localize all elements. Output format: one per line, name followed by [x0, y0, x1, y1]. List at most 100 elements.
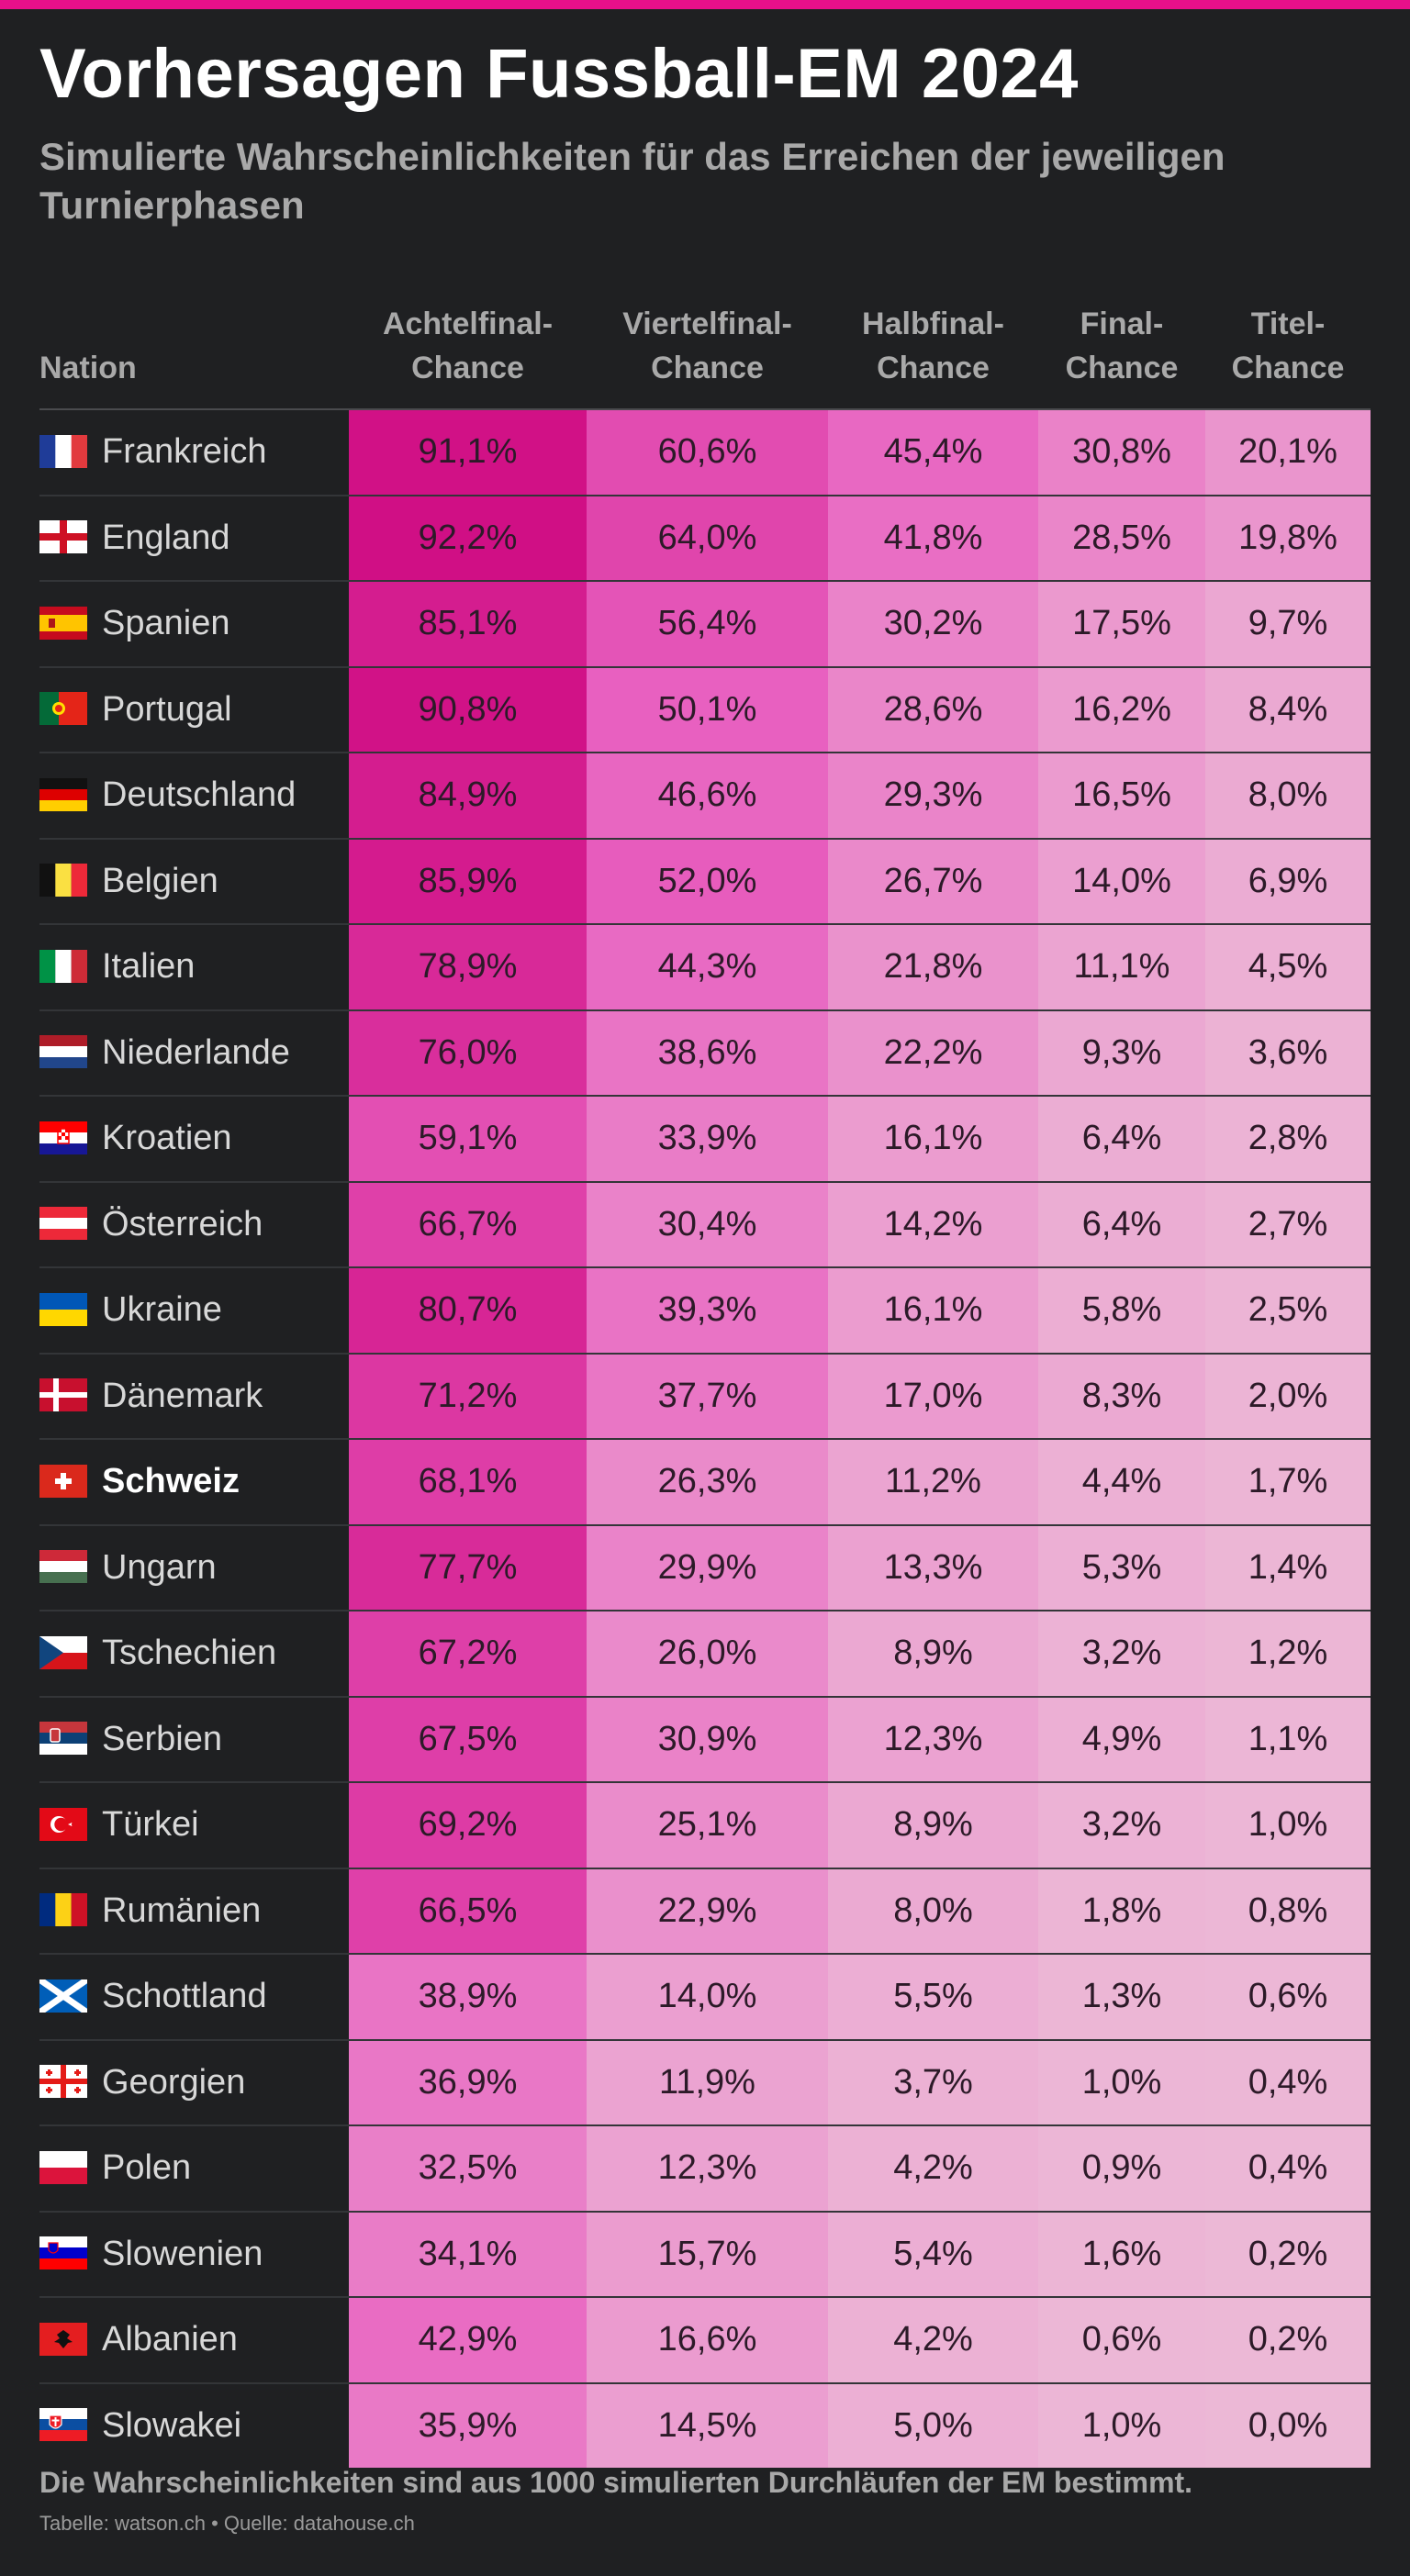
table-body: Frankreich 91,1% 60,6% 45,4% 30,8% 20,1% Engla…	[39, 409, 1371, 2468]
table-row: Ukraine 80,7% 39,3% 16,1% 5,8% 2,5%	[39, 1266, 1371, 1354]
nation-name: Österreich	[102, 1204, 263, 1243]
value-cell-qf: 16,6%	[587, 2296, 828, 2383]
nation-cell: England	[39, 494, 349, 581]
value-cell-qf: 14,5%	[587, 2381, 828, 2468]
value-cell-qf: 30,9%	[587, 1695, 828, 1782]
value-cell-qf: 26,0%	[587, 1610, 828, 1697]
value-cell-r16: 38,9%	[349, 1953, 587, 2040]
nation-cell: Schottland	[39, 1953, 349, 2040]
value-cell-sf: 8,9%	[828, 1610, 1038, 1697]
nation-name: England	[102, 518, 230, 557]
value-cell-qf: 64,0%	[587, 494, 828, 581]
value-cell-final: 3,2%	[1038, 1781, 1205, 1868]
nation-name: Niederlande	[102, 1032, 290, 1072]
table-row: Dänemark 71,2% 37,7% 17,0% 8,3% 2,0%	[39, 1352, 1371, 1439]
value-cell-sf: 21,8%	[828, 923, 1038, 1010]
value-cell-r16: 36,9%	[349, 2038, 587, 2125]
poland-flag-icon	[39, 2150, 87, 2184]
value-cell-final: 5,3%	[1038, 1523, 1205, 1611]
value-cell-final: 30,8%	[1038, 409, 1205, 496]
value-cell-final: 0,6%	[1038, 2296, 1205, 2383]
england-flag-icon	[39, 520, 87, 554]
value-cell-r16: 85,1%	[349, 580, 587, 667]
nation-name: Polen	[102, 2148, 192, 2188]
nation-name: Belgien	[102, 861, 218, 900]
value-cell-sf: 29,3%	[828, 752, 1038, 839]
nation-cell: Rumänien	[39, 1867, 349, 1954]
nation-cell: Slowenien	[39, 2210, 349, 2297]
value-cell-final: 16,5%	[1038, 752, 1205, 839]
netherlands-flag-icon	[39, 1035, 87, 1069]
value-cell-sf: 17,0%	[828, 1352, 1038, 1439]
table-row: Slowenien 34,1% 15,7% 5,4% 1,6% 0,2%	[39, 2210, 1371, 2297]
value-cell-sf: 4,2%	[828, 2124, 1038, 2212]
albania-flag-icon	[39, 2322, 87, 2356]
nation-cell: Türkei	[39, 1781, 349, 1868]
table-row: Schweiz 68,1% 26,3% 11,2% 4,4% 1,7%	[39, 1438, 1371, 1525]
value-cell-qf: 30,4%	[587, 1180, 828, 1267]
value-cell-r16: 34,1%	[349, 2210, 587, 2297]
denmark-flag-icon	[39, 1378, 87, 1412]
table-row: Italien 78,9% 44,3% 21,8% 11,1% 4,5%	[39, 923, 1371, 1010]
column-header-final: Final- Chance	[1038, 275, 1205, 410]
value-cell-final: 6,4%	[1038, 1180, 1205, 1267]
portugal-flag-icon	[39, 692, 87, 726]
nation-cell: Frankreich	[39, 409, 349, 496]
column-header-qf: Viertelfinal- Chance	[587, 275, 828, 410]
value-cell-qf: 33,9%	[587, 1095, 828, 1182]
value-cell-r16: 42,9%	[349, 2296, 587, 2383]
table-row: Polen 32,5% 12,3% 4,2% 0,9% 0,4%	[39, 2124, 1371, 2212]
value-cell-r16: 68,1%	[349, 1438, 587, 1525]
value-cell-sf: 5,5%	[828, 1953, 1038, 2040]
table-row: Spanien 85,1% 56,4% 30,2% 17,5% 9,7%	[39, 580, 1371, 667]
nation-name: Slowenien	[102, 2234, 263, 2273]
value-cell-qf: 52,0%	[587, 837, 828, 924]
table-row: Portugal 90,8% 50,1% 28,6% 16,2% 8,4%	[39, 665, 1371, 753]
table-row: Niederlande 76,0% 38,6% 22,2% 9,3% 3,6%	[39, 1009, 1371, 1096]
nation-cell: Spanien	[39, 580, 349, 667]
table-row: Serbien 67,5% 30,9% 12,3% 4,9% 1,1%	[39, 1695, 1371, 1782]
value-cell-r16: 66,7%	[349, 1180, 587, 1267]
value-cell-final: 4,9%	[1038, 1695, 1205, 1782]
value-cell-r16: 77,7%	[349, 1523, 587, 1611]
nation-name: Deutschland	[102, 775, 297, 815]
nation-cell: Deutschland	[39, 752, 349, 839]
value-cell-sf: 11,2%	[828, 1438, 1038, 1525]
slovenia-flag-icon	[39, 2236, 87, 2270]
column-header-title: Titel- Chance	[1205, 275, 1371, 410]
value-cell-title: 2,0%	[1205, 1352, 1371, 1439]
value-cell-sf: 26,7%	[828, 837, 1038, 924]
georgia-flag-icon	[39, 2065, 87, 2099]
romania-flag-icon	[39, 1893, 87, 1927]
table-row: Deutschland 84,9% 46,6% 29,3% 16,5% 8,0%	[39, 752, 1371, 839]
value-cell-r16: 66,5%	[349, 1867, 587, 1954]
column-header-r16: Achtelfinal- Chance	[349, 275, 587, 410]
value-cell-sf: 8,0%	[828, 1867, 1038, 1954]
value-cell-r16: 80,7%	[349, 1266, 587, 1354]
value-cell-final: 16,2%	[1038, 665, 1205, 753]
value-cell-r16: 67,2%	[349, 1610, 587, 1697]
value-cell-qf: 37,7%	[587, 1352, 828, 1439]
value-cell-sf: 22,2%	[828, 1009, 1038, 1096]
value-cell-sf: 5,4%	[828, 2210, 1038, 2297]
italy-flag-icon	[39, 949, 87, 983]
nation-cell: Italien	[39, 923, 349, 1010]
spain-flag-icon	[39, 606, 87, 640]
nation-name: Italien	[102, 947, 196, 987]
table-row: Georgien 36,9% 11,9% 3,7% 1,0% 0,4%	[39, 2038, 1371, 2125]
value-cell-final: 1,8%	[1038, 1867, 1205, 1954]
nation-cell: Ukraine	[39, 1266, 349, 1354]
value-cell-final: 1,0%	[1038, 2038, 1205, 2125]
value-cell-r16: 59,1%	[349, 1095, 587, 1182]
column-header-nation: Nation	[39, 275, 349, 410]
czechia-flag-icon	[39, 1635, 87, 1669]
value-cell-qf: 15,7%	[587, 2210, 828, 2297]
value-cell-title: 0,4%	[1205, 2038, 1371, 2125]
accent-bar	[0, 0, 1410, 9]
value-cell-r16: 85,9%	[349, 837, 587, 924]
value-cell-final: 14,0%	[1038, 837, 1205, 924]
nation-name: Rumänien	[102, 1890, 262, 1930]
nation-name: Tschechien	[102, 1634, 277, 1673]
value-cell-sf: 12,3%	[828, 1695, 1038, 1782]
nation-name: Schottland	[102, 1977, 267, 2016]
